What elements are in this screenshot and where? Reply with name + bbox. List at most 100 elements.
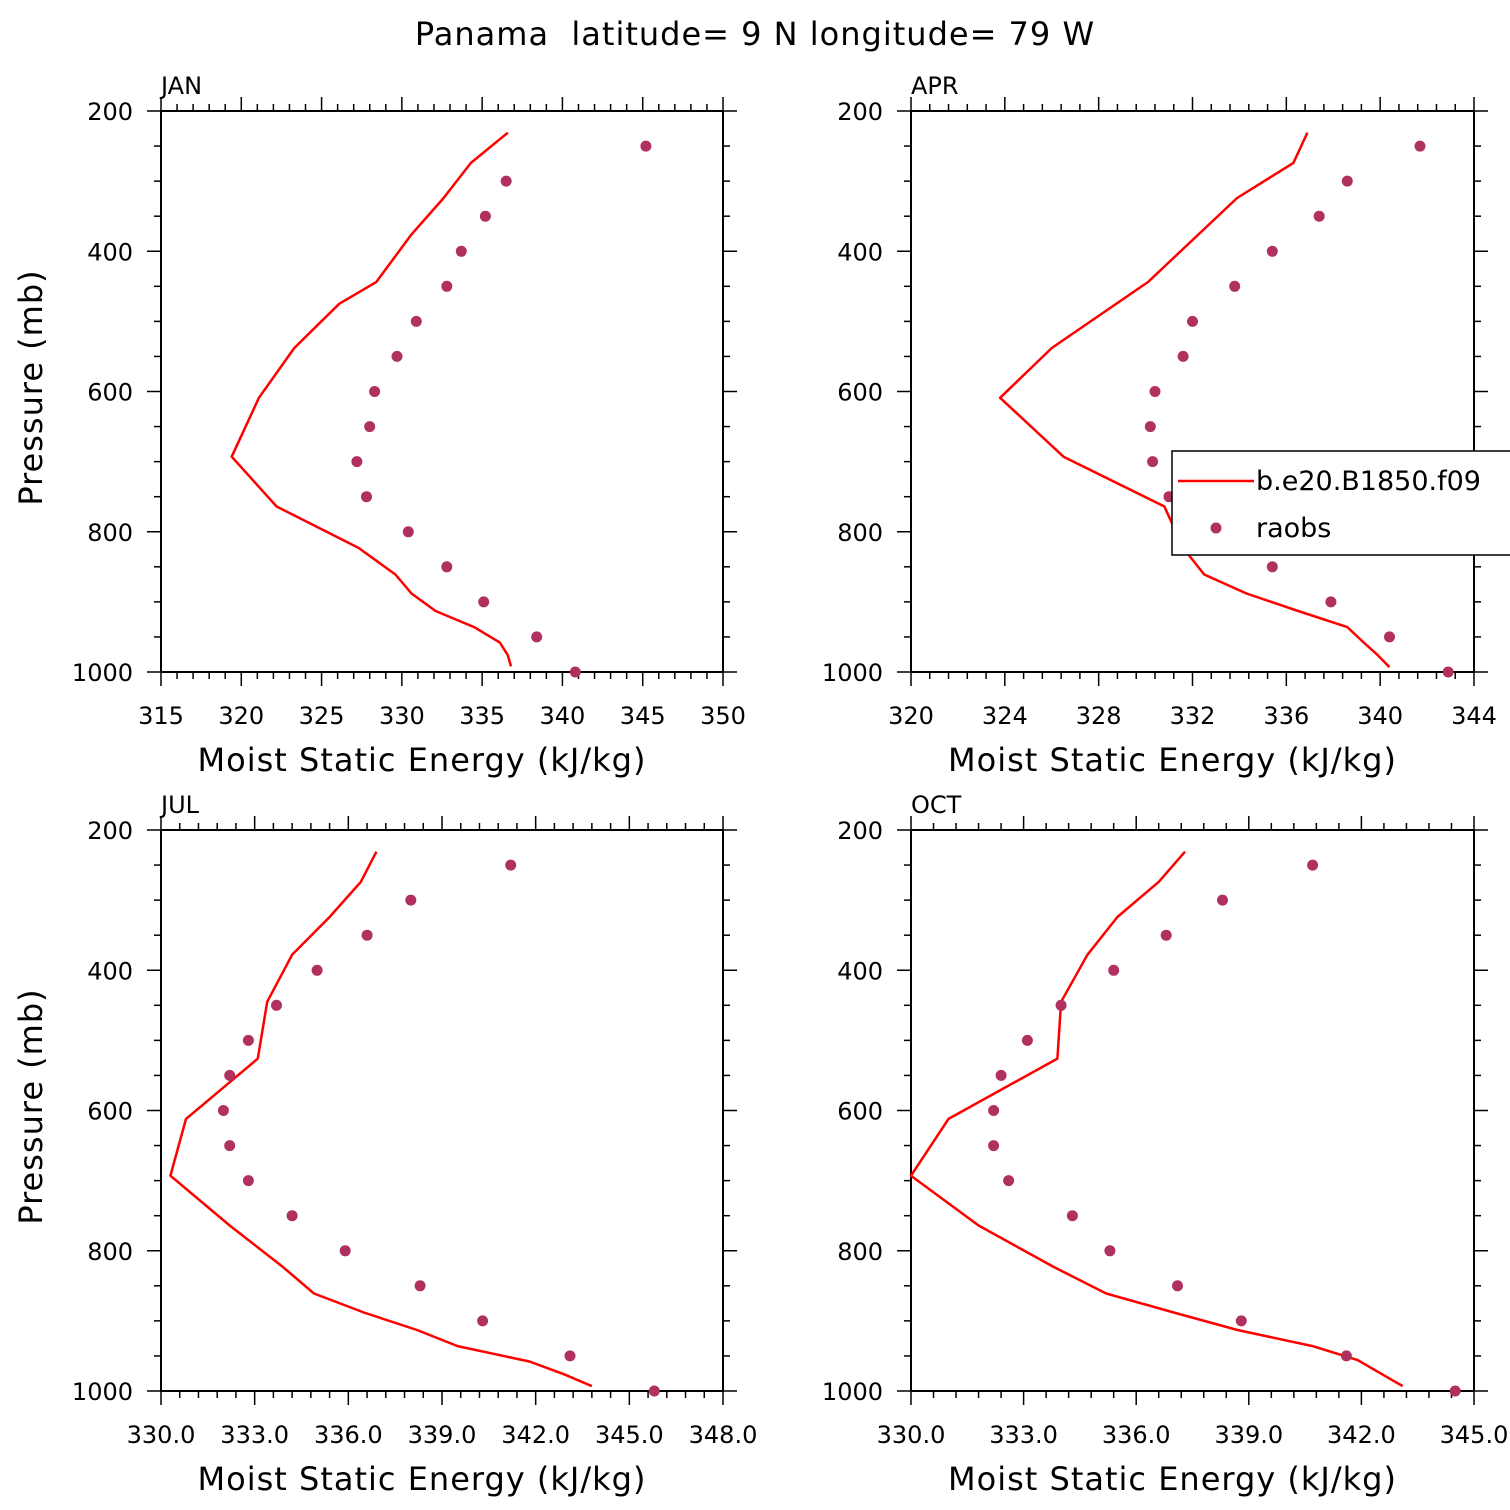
raobs-point [988, 1140, 1000, 1152]
x-axis-title: Moist Static Energy (kJ/kg) [198, 741, 647, 779]
raobs-point [1021, 1034, 1033, 1046]
raobs-point [242, 1175, 254, 1187]
raobs-point [361, 491, 372, 503]
raobs-point [441, 561, 453, 573]
raobs-point [1066, 1210, 1078, 1222]
panel-label: JAN [159, 72, 202, 100]
raobs-point [414, 1280, 426, 1292]
x-tick-label: 339.0 [1214, 1421, 1283, 1449]
raobs-point [224, 1069, 236, 1081]
y-tick-label: 400 [87, 957, 133, 985]
panel-apr: APR 320 324 328 332 336 340 344 200 400 600 800 1000… [822, 72, 1497, 779]
raobs-point [224, 1140, 236, 1152]
y-tick-label: 400 [837, 238, 883, 266]
raobs-point [1340, 1350, 1352, 1362]
x-tick-label: 328 [1076, 702, 1122, 730]
y-tick-label: 800 [87, 519, 133, 547]
raobs-point [1172, 1280, 1183, 1292]
raobs-point [1177, 350, 1189, 362]
model-line [909, 850, 1404, 1388]
y-tick-label: 800 [87, 1238, 133, 1266]
x-tick-label: 350 [700, 702, 746, 730]
x-tick-label: 344 [1451, 702, 1497, 730]
x-tick-label: 320 [888, 702, 934, 730]
raobs-point [402, 526, 414, 538]
panel-label: APR [911, 72, 959, 100]
raobs-point [351, 456, 363, 468]
raobs-point [1266, 245, 1278, 257]
raobs-point [1187, 315, 1198, 327]
raobs-point [1442, 666, 1454, 678]
x-tick-label: 340 [540, 702, 586, 730]
raobs-point [455, 245, 467, 257]
x-tick-label: 330 [379, 702, 425, 730]
raobs-point [477, 1315, 489, 1327]
raobs-point [1055, 999, 1067, 1011]
y-tick-label: 1000 [72, 1378, 133, 1406]
x-tick-label: 336.0 [314, 1421, 383, 1449]
raobs-point [1325, 596, 1337, 608]
x-tick-label: 340 [1357, 702, 1403, 730]
y-tick-label: 200 [837, 817, 883, 845]
y-axis-title: Pressure (mb) [12, 269, 50, 505]
y-axis-title: Pressure (mb) [12, 988, 50, 1224]
figure-title: Panama latitude= 9 N longitude= 79 W [415, 15, 1095, 53]
raobs-point [1414, 140, 1426, 152]
y-tick-label: 800 [837, 519, 883, 547]
x-tick-label: 320 [218, 702, 264, 730]
raobs-point [391, 350, 403, 362]
raobs-point [988, 1105, 1000, 1116]
x-tick-label: 336 [1263, 702, 1309, 730]
x-tick-label: 333.0 [989, 1421, 1058, 1449]
x-tick-label: 333.0 [220, 1421, 289, 1449]
y-tick-label: 200 [87, 817, 133, 845]
raobs-point [1341, 175, 1353, 187]
y-tick-label: 1000 [822, 659, 883, 687]
raobs-point [1229, 280, 1241, 292]
raobs-point [1003, 1175, 1015, 1187]
model-line [169, 851, 593, 1388]
y-tick-label: 800 [837, 1238, 883, 1266]
legend-label-model: b.e20.B1850.f09 [1256, 466, 1481, 497]
y-tick-label: 400 [87, 238, 133, 266]
raobs-point [1307, 859, 1319, 871]
raobs-point [217, 1105, 229, 1116]
raobs-point [505, 859, 517, 871]
x-tick-label: 325 [299, 702, 345, 730]
panel-jan: JAN 315 320 325 330 335 340 345 350 200 400 600 800 1… [12, 72, 746, 779]
y-tick-label: 600 [837, 1098, 883, 1126]
raobs-point [242, 1034, 254, 1046]
x-tick-label: 339.0 [408, 1421, 477, 1449]
x-tick-label: 315 [138, 702, 184, 730]
raobs-point [405, 894, 417, 906]
y-tick-label: 200 [87, 98, 133, 126]
raobs-point [410, 315, 422, 327]
x-tick-label: 332 [1170, 702, 1216, 730]
raobs-point [441, 280, 453, 292]
raobs-point [1149, 386, 1161, 397]
x-tick-label: 342.0 [1327, 1421, 1396, 1449]
x-tick-label: 335 [459, 702, 505, 730]
x-tick-label: 345.0 [1440, 1421, 1509, 1449]
y-tick-label: 600 [87, 1098, 133, 1126]
panel-label: OCT [911, 791, 962, 819]
raobs-point [1235, 1315, 1247, 1327]
y-tick-label: 200 [837, 98, 883, 126]
raobs-point [339, 1245, 351, 1257]
x-axis-title: Moist Static Energy (kJ/kg) [198, 1460, 647, 1498]
x-tick-label: 342.0 [501, 1421, 570, 1449]
raobs-point [361, 929, 373, 941]
raobs-point [1266, 561, 1278, 573]
y-tick-label: 600 [87, 379, 133, 407]
y-tick-label: 1000 [822, 1378, 883, 1406]
raobs-point [648, 1385, 660, 1397]
raobs-point [1104, 1245, 1116, 1257]
raobs-point [1108, 964, 1120, 976]
raobs-point [1449, 1385, 1461, 1397]
panel-oct: OCT 330.0 333.0 336.0 339.0 342.0 345.0 200 400 6… [822, 791, 1508, 1498]
legend-label-raobs: raobs [1256, 513, 1331, 544]
model-line [230, 131, 513, 667]
y-tick-label: 600 [837, 379, 883, 407]
raobs-point [479, 210, 491, 222]
